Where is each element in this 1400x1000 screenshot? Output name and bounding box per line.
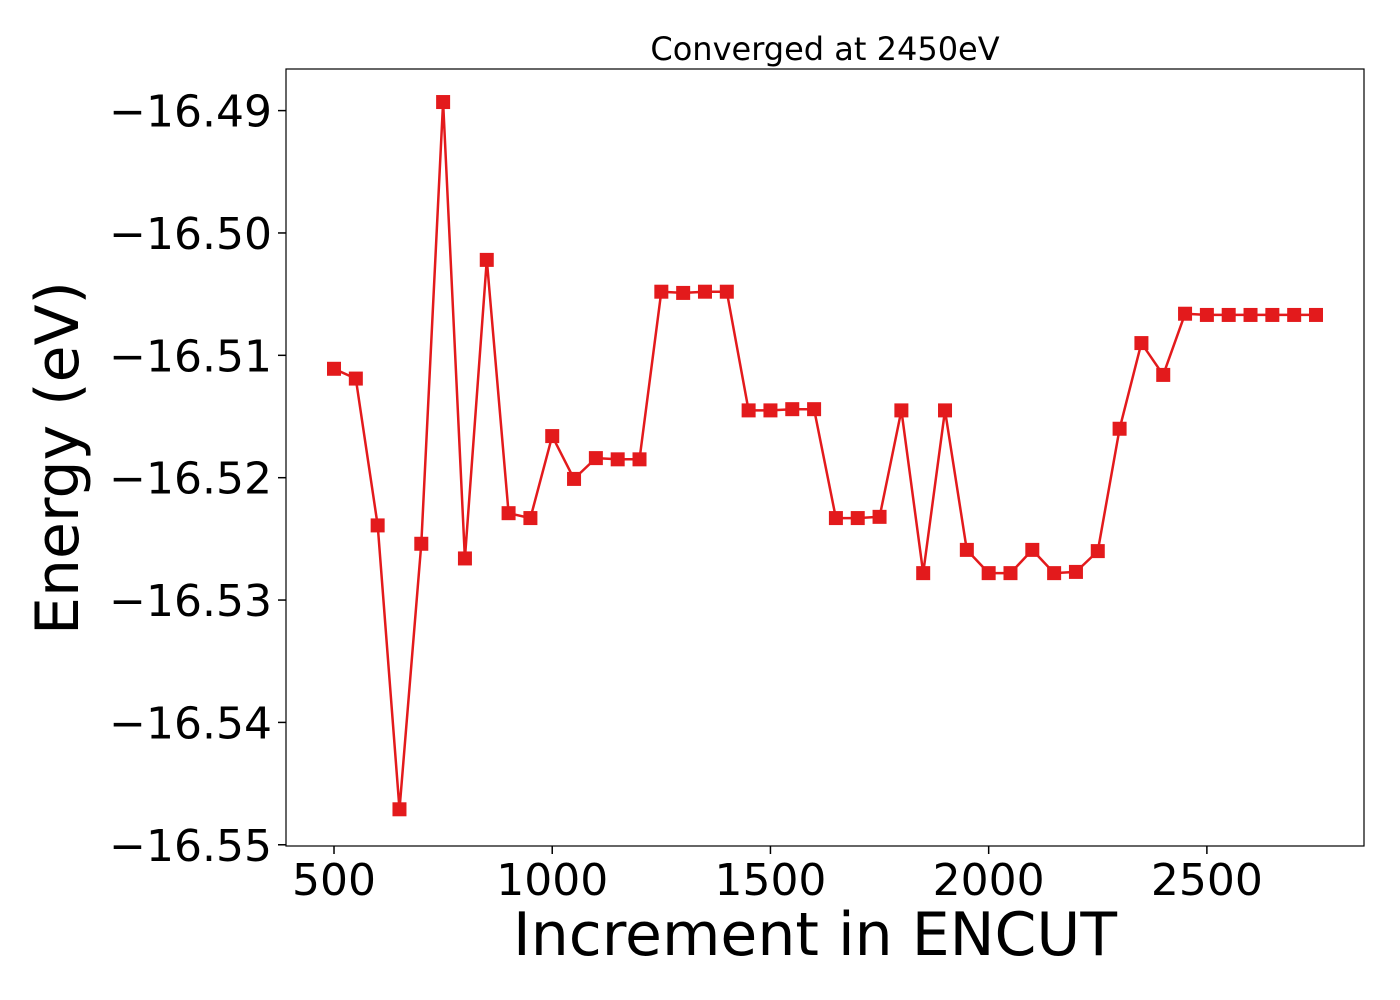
data-point [850,511,865,526]
data-point [370,518,385,533]
data-point [1221,307,1236,322]
data-point [1112,421,1127,436]
data-point [697,284,712,299]
data-point [1199,307,1214,322]
data-point [719,284,734,299]
data-point [676,285,691,300]
data-point [1068,564,1083,579]
data-point [938,403,953,418]
y-tick-label: −16.50 [109,209,272,260]
x-axis: 500 1000 1500 2000 2500 [292,846,1263,906]
data-point [654,284,669,299]
data-point [1003,566,1018,581]
plot-area [285,68,1365,847]
data-point [1287,307,1302,322]
data-point [610,452,625,467]
data-point [981,566,996,581]
data-point [1265,307,1280,322]
x-tick-label: 2500 [1151,855,1263,906]
data-point [523,511,538,526]
x-axis-title: Increment in ENCUT [513,900,1117,970]
series-line [333,100,1316,811]
data-point [785,402,800,417]
y-tick-label: −16.54 [109,698,272,749]
x-tick-label: 2000 [933,855,1045,906]
chart-title: Converged at 2450eV [650,30,999,68]
data-point [872,509,887,524]
data-point [763,403,778,418]
data-point [959,542,974,557]
data-point [1156,367,1171,382]
data-point [457,551,472,566]
data-point [567,471,582,486]
x-tick-label: 500 [292,855,376,906]
data-point [545,429,560,444]
data-point [894,403,909,418]
data-point [1243,307,1258,322]
x-tick-label: 1500 [714,855,826,906]
y-tick-label: −16.53 [109,576,272,627]
data-point [588,451,603,466]
series-layer [327,95,1323,817]
y-tick-label: −16.55 [109,821,272,872]
data-point [1308,307,1323,322]
data-point [414,536,429,551]
data-point [741,403,756,418]
data-point [392,802,407,817]
data-point [1134,336,1149,351]
y-tick-label: −16.49 [109,87,272,138]
data-point [632,452,647,467]
data-point [348,371,363,386]
x-tick-label: 1000 [496,855,608,906]
data-point [807,402,822,417]
y-tick-label: −16.51 [109,331,272,382]
data-point [828,511,843,526]
data-point [501,506,516,521]
data-point [479,252,494,267]
data-point [1178,306,1193,321]
data-point [1090,544,1105,559]
y-axis-title: Energy (eV) [23,281,93,635]
y-axis: −16.49 −16.50 −16.51 −16.52 −16.53 −16.54 −16.… [109,87,286,872]
data-point [1025,542,1040,557]
data-point [327,361,342,376]
data-point [1047,566,1062,581]
data-point [436,95,451,110]
data-point [916,566,931,581]
plot-frame [285,68,1365,847]
y-tick-label: −16.52 [109,454,272,505]
